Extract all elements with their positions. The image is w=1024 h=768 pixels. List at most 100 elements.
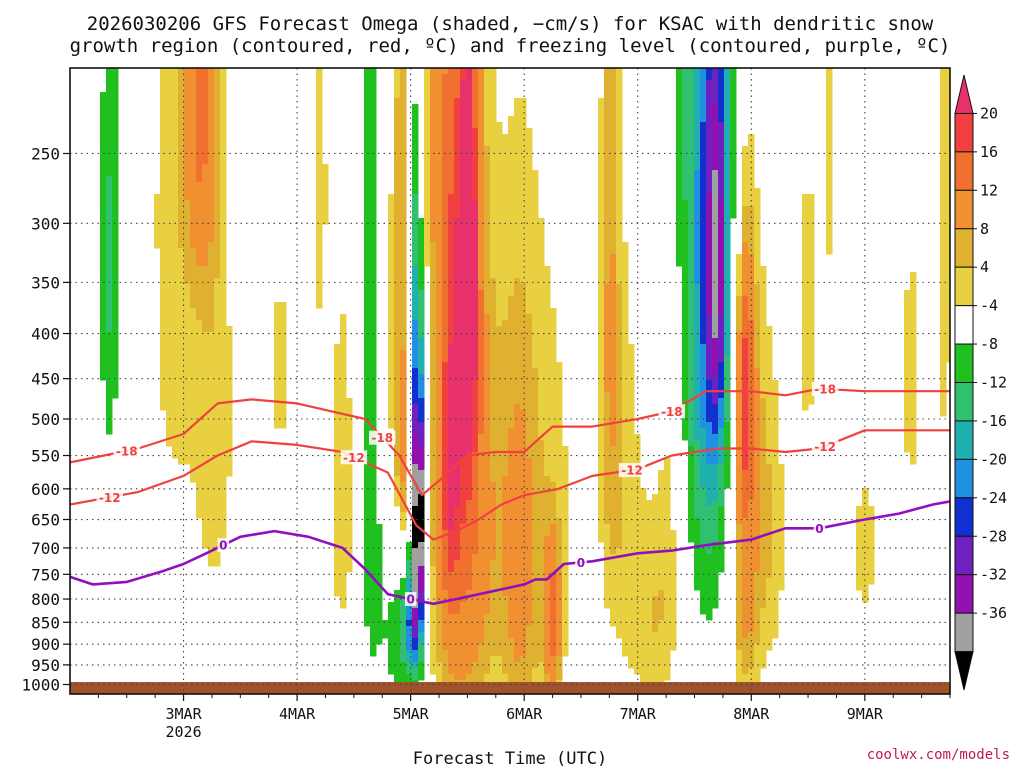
omega-cell bbox=[202, 392, 209, 399]
omega-cell bbox=[532, 386, 539, 393]
omega-cell bbox=[754, 344, 761, 351]
omega-cell bbox=[394, 68, 401, 75]
omega-cell bbox=[208, 380, 215, 387]
omega-cell bbox=[676, 236, 683, 243]
omega-cell bbox=[544, 494, 551, 501]
omega-cell bbox=[826, 218, 833, 225]
omega-cell bbox=[496, 278, 503, 285]
omega-cell bbox=[178, 326, 185, 333]
omega-cell bbox=[514, 176, 521, 183]
omega-cell bbox=[694, 470, 701, 477]
omega-cell bbox=[400, 134, 407, 141]
omega-cell bbox=[190, 128, 197, 135]
omega-cell bbox=[742, 416, 749, 423]
omega-cell bbox=[460, 512, 467, 519]
omega-cell bbox=[412, 536, 419, 543]
omega-cell bbox=[718, 404, 725, 411]
omega-cell bbox=[190, 440, 197, 447]
omega-cell bbox=[466, 512, 473, 519]
omega-cell bbox=[334, 380, 341, 387]
omega-cell bbox=[202, 164, 209, 171]
omega-cell bbox=[508, 320, 515, 327]
omega-cell bbox=[448, 188, 455, 195]
omega-cell bbox=[202, 242, 209, 249]
omega-cell bbox=[220, 80, 227, 87]
omega-cell bbox=[502, 428, 509, 435]
omega-cell bbox=[478, 164, 485, 171]
omega-cell bbox=[658, 512, 665, 519]
omega-cell bbox=[334, 470, 341, 477]
omega-cell bbox=[748, 134, 755, 141]
omega-cell bbox=[550, 512, 557, 519]
omega-cell bbox=[472, 326, 479, 333]
omega-cell bbox=[700, 398, 707, 405]
omega-cell bbox=[514, 260, 521, 267]
omega-cell bbox=[616, 260, 623, 267]
omega-cell bbox=[520, 110, 527, 117]
omega-cell bbox=[280, 362, 287, 369]
omega-cell bbox=[718, 428, 725, 435]
omega-cell bbox=[682, 332, 689, 339]
omega-cell bbox=[694, 116, 701, 123]
omega-cell bbox=[532, 356, 539, 363]
omega-cell bbox=[490, 362, 497, 369]
omega-cell bbox=[940, 200, 947, 207]
omega-cell bbox=[370, 350, 377, 357]
omega-cell bbox=[514, 248, 521, 255]
omega-cell bbox=[346, 500, 353, 507]
omega-cell bbox=[532, 416, 539, 423]
omega-cell bbox=[214, 212, 221, 219]
omega-cell bbox=[472, 218, 479, 225]
omega-cell bbox=[598, 356, 605, 363]
omega-cell bbox=[526, 368, 533, 375]
omega-cell bbox=[712, 530, 719, 537]
omega-cell bbox=[202, 452, 209, 459]
omega-cell bbox=[448, 446, 455, 453]
omega-cell bbox=[418, 476, 425, 483]
omega-cell bbox=[532, 224, 539, 231]
omega-cell bbox=[688, 218, 695, 225]
omega-cell bbox=[772, 488, 779, 495]
omega-cell bbox=[316, 290, 323, 297]
omega-cell bbox=[508, 422, 515, 429]
omega-cell bbox=[334, 500, 341, 507]
omega-cell bbox=[724, 416, 731, 423]
omega-cell bbox=[430, 92, 437, 99]
omega-cell bbox=[172, 440, 179, 447]
omega-cell bbox=[466, 158, 473, 165]
omega-cell bbox=[340, 476, 347, 483]
omega-cell bbox=[640, 512, 647, 519]
omega-cell bbox=[544, 326, 551, 333]
omega-cell bbox=[532, 272, 539, 279]
omega-cell bbox=[652, 494, 659, 501]
omega-cell bbox=[508, 212, 515, 219]
omega-cell bbox=[598, 278, 605, 285]
omega-cell bbox=[448, 74, 455, 81]
omega-cell bbox=[760, 284, 767, 291]
omega-cell bbox=[190, 470, 197, 477]
omega-cell bbox=[682, 236, 689, 243]
omega-cell bbox=[502, 374, 509, 381]
omega-cell bbox=[610, 332, 617, 339]
omega-cell bbox=[544, 344, 551, 351]
omega-cell bbox=[748, 398, 755, 405]
omega-cell bbox=[340, 524, 347, 531]
omega-cell bbox=[460, 176, 467, 183]
omega-cell bbox=[316, 242, 323, 249]
chart-title-line-2: growth region (contoured, red, ºC) and f… bbox=[70, 35, 951, 57]
omega-cell bbox=[280, 326, 287, 333]
omega-cell bbox=[496, 506, 503, 513]
omega-cell bbox=[460, 530, 467, 537]
omega-cell bbox=[688, 368, 695, 375]
omega-cell bbox=[610, 416, 617, 423]
omega-cell bbox=[556, 470, 563, 477]
omega-cell bbox=[550, 332, 557, 339]
omega-cell bbox=[808, 380, 815, 387]
omega-cell bbox=[448, 338, 455, 345]
omega-cell bbox=[484, 80, 491, 87]
omega-cell bbox=[178, 86, 185, 93]
omega-cell bbox=[610, 182, 617, 189]
omega-cell bbox=[520, 290, 527, 297]
omega-cell bbox=[610, 398, 617, 405]
omega-cell bbox=[394, 164, 401, 171]
